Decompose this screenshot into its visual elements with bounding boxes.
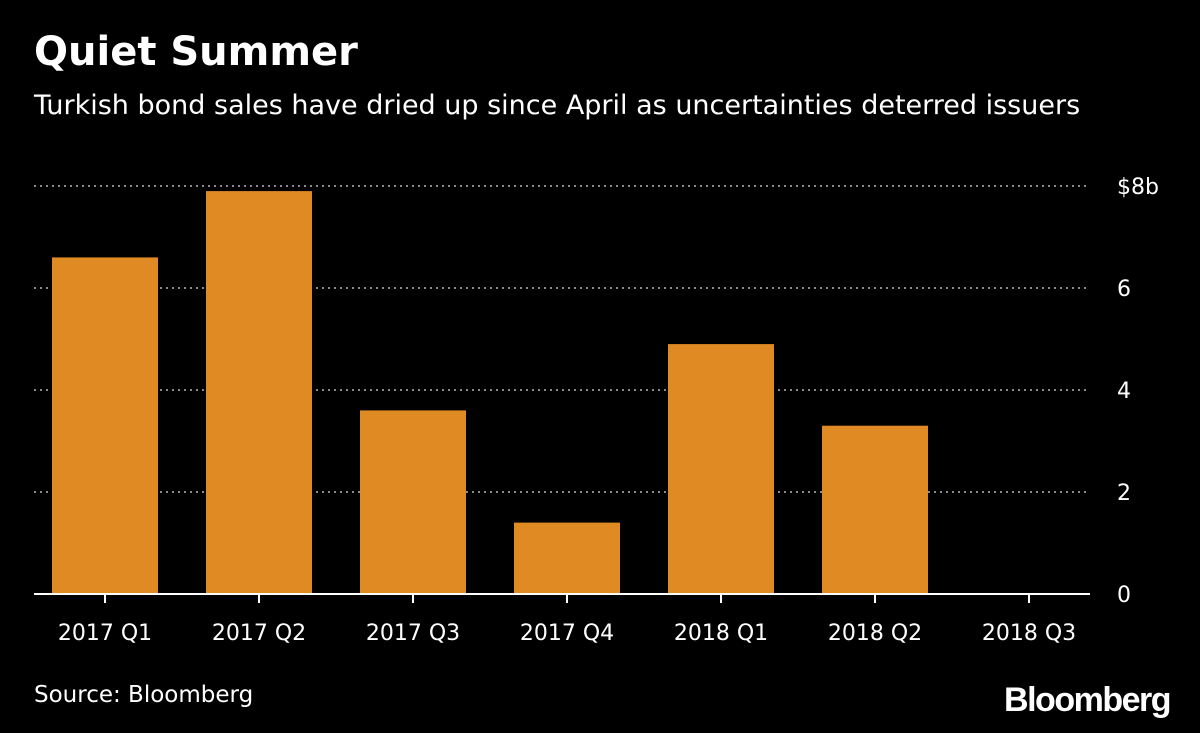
- x-tick-label: 2018 Q2: [828, 621, 922, 646]
- x-tick-label: 2017 Q4: [520, 621, 614, 646]
- x-tick-label: 2018 Q3: [982, 621, 1076, 646]
- gridlines: [34, 185, 1090, 493]
- bar-2018-q1: [668, 344, 774, 594]
- y-tick-label: 2: [1117, 481, 1131, 506]
- bar-chart: 0 2 4 6 $8b 2017 Q1 2017 Q2 2017 Q3 2017 Q4 2018…: [34, 175, 1159, 646]
- bar-2018-q2: [822, 425, 928, 594]
- x-tick-label: 2017 Q2: [212, 621, 306, 646]
- bloomberg-logo: Bloomberg: [1004, 681, 1171, 719]
- x-tick-label: 2017 Q3: [366, 621, 460, 646]
- x-tick-label: 2018 Q1: [674, 621, 768, 646]
- y-tick-label: 0: [1117, 583, 1131, 608]
- y-tick-label: 6: [1117, 277, 1131, 302]
- bar-2017-q4: [514, 522, 620, 594]
- y-tick-label: $8b: [1117, 175, 1159, 200]
- y-axis-tick-labels: 0 2 4 6 $8b: [1117, 175, 1159, 608]
- x-axis: [34, 593, 1090, 603]
- x-tick-label: 2017 Q1: [58, 621, 152, 646]
- chart-subtitle: Turkish bond sales have dried up since A…: [34, 90, 1081, 121]
- source-note: Source: Bloomberg: [34, 682, 254, 708]
- bar-2017-q1: [52, 257, 158, 594]
- bar-2017-q2: [206, 191, 312, 594]
- y-tick-label: 4: [1117, 379, 1131, 404]
- bar-2017-q3: [360, 410, 466, 594]
- bars: [52, 191, 1082, 594]
- x-axis-tick-labels: 2017 Q1 2017 Q2 2017 Q3 2017 Q4 2018 Q1 2018 …: [58, 621, 1076, 646]
- chart-title: Quiet Summer: [34, 29, 358, 75]
